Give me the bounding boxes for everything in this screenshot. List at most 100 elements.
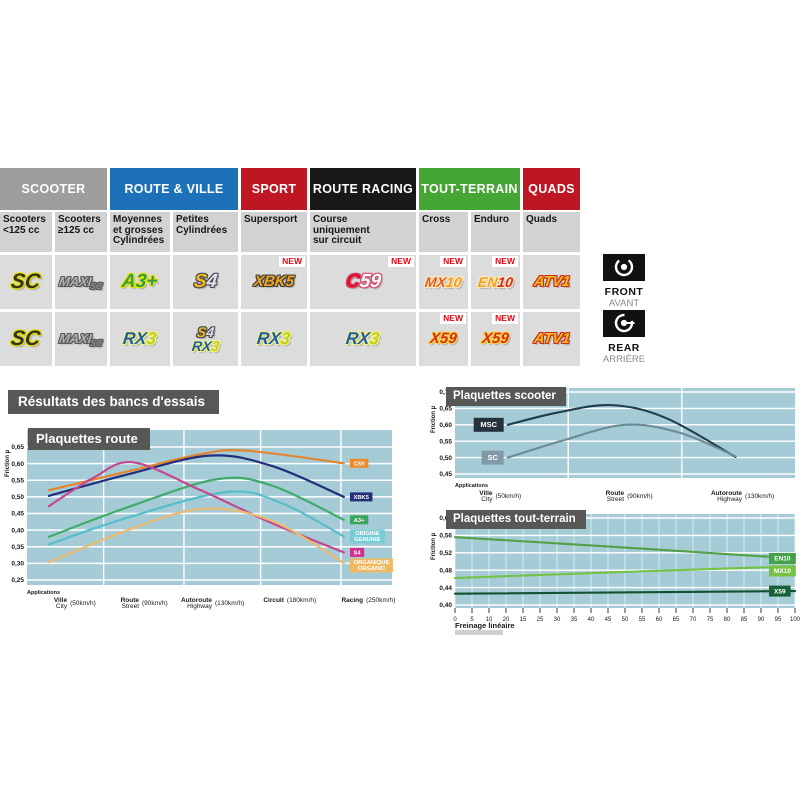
category-tout-terrain: TOUT-TERRAIN	[419, 168, 520, 210]
logo-mx10: MX10	[424, 273, 463, 290]
svg-text:0,30: 0,30	[11, 561, 24, 568]
new-badge: NEW	[440, 256, 466, 267]
scooter-chart: 0,70 0,65 0,60 0,55 0,50 0,45 Friction µ MSC SC A…	[428, 385, 800, 511]
svg-text:0,40: 0,40	[439, 602, 452, 609]
rear-pad-cell: MAXISC	[55, 312, 107, 366]
front-pad-cell: MAXISC	[55, 255, 107, 309]
svg-text:(130km/h): (130km/h)	[215, 600, 244, 607]
subheader: Petites Cylindrées	[173, 212, 238, 252]
svg-text:0,60: 0,60	[11, 461, 24, 468]
svg-text:City: City	[56, 603, 68, 610]
rear-pad-cell: NEW X59	[419, 312, 468, 366]
front-pad-cell: NEW EN10	[471, 255, 520, 309]
svg-text:Route: Route	[606, 490, 625, 497]
tout-terrain-chart-canvas: 0,60 0,56 0,52 0,48 0,44 0,40 0 5 10 20 15 25 30 35 40…	[431, 514, 800, 635]
front-pad-cell: NEW MX10	[419, 255, 468, 309]
svg-text:MSC: MSC	[480, 420, 497, 429]
front-disc-icon	[603, 254, 645, 281]
svg-text:Street: Street	[607, 496, 625, 503]
logo-maxisc: MAXISC	[58, 331, 104, 349]
rear-marker: REAR ARRIÈRE	[597, 310, 651, 365]
rear-pad-cell: ATV1	[523, 312, 580, 366]
svg-text:Applications: Applications	[455, 483, 488, 489]
svg-text:5: 5	[470, 617, 474, 623]
front-pad-cell: ATV1	[523, 255, 580, 309]
svg-text:25: 25	[537, 617, 544, 623]
logo-x59: X59	[429, 330, 458, 348]
svg-text:SC: SC	[487, 453, 498, 462]
svg-text:Street: Street	[122, 603, 140, 610]
rear-pad-cell: RX3	[241, 312, 307, 366]
subheader: Scooters <125 cc	[0, 212, 52, 252]
category-quads: QUADS	[523, 168, 580, 210]
logo-atv1: ATV1	[532, 273, 571, 290]
svg-text:100: 100	[790, 617, 800, 623]
logo-c59: C59	[344, 271, 382, 293]
svg-text:Route: Route	[121, 597, 140, 604]
svg-text:X59: X59	[774, 588, 786, 595]
subheader: Course uniquement sur circuit	[310, 212, 416, 252]
svg-text:Applications: Applications	[27, 590, 60, 596]
svg-text:A3+: A3+	[354, 518, 365, 524]
logo-sc: SC	[10, 327, 43, 351]
tout-terrain-chart-title: Plaquettes tout-terrain	[446, 510, 586, 529]
route-chart-canvas: 0,65 0,60 0,55 0,50 0,45 0,40 0,35 0,30 0,25 Fric…	[5, 430, 395, 610]
logo-x59: X59	[481, 330, 510, 348]
svg-text:0,52: 0,52	[439, 550, 452, 557]
front-marker: FRONT AVANT	[597, 254, 651, 309]
tout-terrain-chart: 0,60 0,56 0,52 0,48 0,44 0,40 0 5 10 20 15 25 30 35 40…	[428, 508, 800, 644]
svg-text:C59: C59	[354, 461, 365, 467]
svg-text:0: 0	[453, 617, 457, 623]
svg-text:ORGANIC: ORGANIC	[358, 566, 386, 572]
svg-text:0,60: 0,60	[439, 515, 452, 522]
rear-pad-cell: S4 RX3	[173, 312, 238, 366]
svg-text:MX10: MX10	[774, 568, 791, 575]
new-badge: NEW	[279, 256, 305, 267]
svg-text:Ville: Ville	[54, 597, 68, 604]
subheader: Enduro	[471, 212, 520, 252]
svg-text:S4: S4	[354, 551, 362, 557]
front-label: FRONT	[604, 286, 644, 298]
svg-text:0,44: 0,44	[439, 585, 452, 592]
svg-text:85: 85	[741, 617, 748, 623]
rear-pad-cell: RX3	[310, 312, 416, 366]
svg-text:10: 10	[486, 617, 493, 623]
rear-pads-row: SC MAXISC RX3 S4 RX3 RX3 RX3 NEW X59 NEW X59 ATV1	[0, 312, 580, 366]
rear-disc-icon	[603, 310, 645, 337]
svg-text:ORIGINE: ORIGINE	[355, 531, 380, 537]
logo-xbk5: XBK5	[252, 273, 296, 291]
category-route-racing: ROUTE RACING	[310, 168, 416, 210]
front-pad-cell: S4	[173, 255, 238, 309]
svg-text:Highway: Highway	[717, 496, 743, 503]
svg-text:30: 30	[554, 617, 561, 623]
front-pad-cell: A3+	[110, 255, 170, 309]
svg-text:Ville: Ville	[479, 490, 493, 497]
category-scooter: SCOOTER	[0, 168, 107, 210]
svg-text:Racing: Racing	[341, 597, 363, 604]
svg-text:Friction µ: Friction µ	[431, 532, 437, 560]
logo-a3+: A3+	[121, 271, 159, 293]
logo-maxisc: MAXISC	[58, 274, 104, 292]
route-chart-title: Plaquettes route	[28, 428, 150, 450]
svg-text:City: City	[481, 496, 493, 503]
svg-text:0,45: 0,45	[11, 511, 24, 518]
rear-label: REAR	[608, 342, 640, 354]
svg-text:Freinage linéaire: Freinage linéaire	[455, 621, 515, 630]
front-pad-cell: NEW XBK5	[241, 255, 307, 309]
svg-text:ORGANIQUE: ORGANIQUE	[354, 560, 390, 566]
front-pad-cell: SC	[0, 255, 52, 309]
svg-text:45: 45	[605, 617, 612, 623]
logo-rx3: RX3	[190, 338, 221, 354]
new-badge: NEW	[492, 256, 518, 267]
svg-text:75: 75	[707, 617, 714, 623]
svg-text:(180km/h): (180km/h)	[287, 597, 316, 604]
category-sport: SPORT	[241, 168, 307, 210]
svg-text:0,55: 0,55	[439, 438, 452, 445]
svg-text:35: 35	[571, 617, 578, 623]
svg-text:(130km/h): (130km/h)	[745, 493, 774, 500]
rear-pad-cell: SC	[0, 312, 52, 366]
category-header-row: SCOOTER ROUTE & VILLE SPORT ROUTE RACING TOU…	[0, 168, 580, 210]
svg-text:15: 15	[520, 617, 527, 623]
subheader: Cross	[419, 212, 468, 252]
